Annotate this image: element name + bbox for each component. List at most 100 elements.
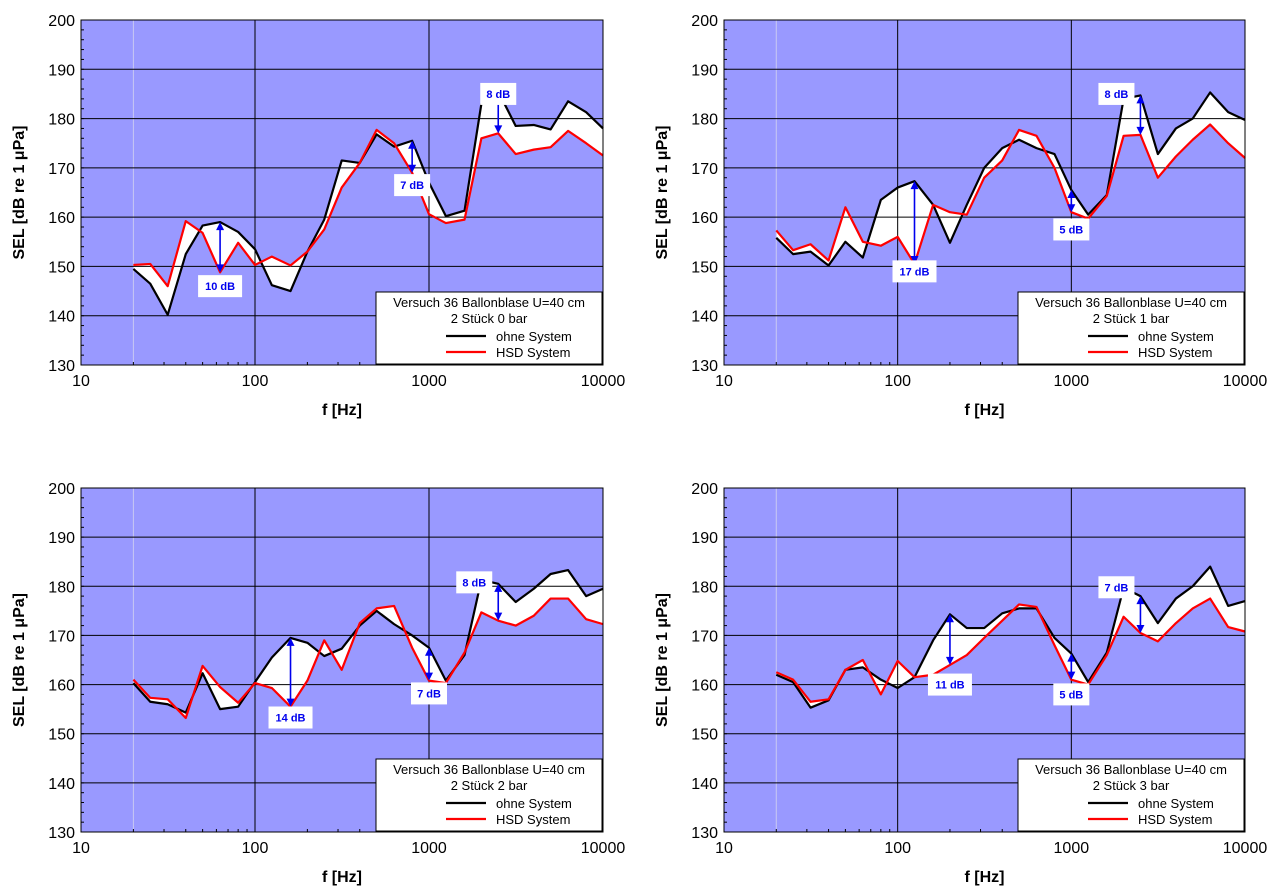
annotation-box <box>1053 218 1090 241</box>
y-tick-label: 190 <box>48 530 75 547</box>
x-tick-label: 10000 <box>581 373 626 390</box>
annotation-label: 17 dB <box>900 266 930 278</box>
annotation-label: 5 dB <box>1059 689 1083 701</box>
annotation-label: 7 dB <box>1105 582 1129 594</box>
annotation-label: 8 dB <box>1105 89 1129 101</box>
arrow-head-up <box>945 614 954 623</box>
x-tick-label: 100 <box>242 840 269 857</box>
series-line-hsd-system <box>775 597 1246 703</box>
arrow-head-up <box>1067 653 1076 662</box>
difference-arrow: 14 dB <box>268 637 313 729</box>
chart-panel-1: 130 140 150 160 170 180 190 200 10 100 1000 10000 f … <box>11 13 625 419</box>
annotation-label: 14 dB <box>276 712 306 724</box>
plot-frame <box>723 19 1246 366</box>
x-axis-label: f [Hz] <box>965 402 1005 419</box>
fill-between-area <box>133 570 603 718</box>
x-tick-label: 100 <box>884 373 911 390</box>
y-tick-label: 200 <box>691 481 718 498</box>
y-tick-label: 200 <box>48 481 75 498</box>
arrow-head-up <box>425 647 433 656</box>
y-tick-label: 180 <box>691 112 718 129</box>
y-tick-label: 190 <box>691 530 718 547</box>
x-tick-label: 100 <box>242 373 269 390</box>
arrow-head-up <box>1067 190 1076 199</box>
y-tick-label: 180 <box>691 579 718 596</box>
arrow-head-up <box>910 181 919 190</box>
legend-entry: HSD System <box>496 812 570 827</box>
legend-subtitle: 2 Stück 0 bar <box>451 311 528 326</box>
y-tick-label: 140 <box>691 309 718 326</box>
annotation-label: 8 dB <box>462 577 486 589</box>
legend-entry: ohne System <box>1138 329 1214 344</box>
x-tick-label: 10000 <box>1223 840 1268 857</box>
x-tick-label: 10 <box>72 840 90 857</box>
x-tick-label: 10 <box>72 373 90 390</box>
legend-entry: ohne System <box>1138 796 1214 811</box>
y-tick-label: 200 <box>691 13 718 30</box>
series-line-ohne-system <box>132 568 604 714</box>
y-tick-label: 160 <box>691 210 718 227</box>
legend-subtitle: 2 Stück 3 bar <box>1093 778 1170 793</box>
y-tick-label: 190 <box>48 62 75 79</box>
y-axis-label: SEL [dB re 1 μPa] <box>11 593 28 727</box>
legend-box <box>1017 291 1245 365</box>
arrow-head-down <box>1067 671 1076 680</box>
legend-entry: ohne System <box>496 329 572 344</box>
annotation-box <box>268 706 313 729</box>
y-tick-label: 160 <box>48 678 75 695</box>
arrow-head-up <box>286 637 295 646</box>
arrow-head-down <box>494 612 503 621</box>
legend-box <box>1017 758 1245 832</box>
difference-arrow: 7 dB <box>394 140 431 197</box>
chart-panel-3: 130 140 150 160 170 180 190 200 10 100 1000 10000 f … <box>11 481 625 886</box>
y-tick-label: 170 <box>48 628 75 645</box>
y-tick-label: 130 <box>48 825 75 842</box>
annotation-label: 10 dB <box>205 281 235 293</box>
annotation-box <box>198 275 243 298</box>
difference-arrow: 8 dB <box>480 82 517 134</box>
series-line-hsd-system <box>133 128 604 288</box>
fill-between-area <box>776 566 1245 708</box>
x-tick-label: 1000 <box>411 373 447 390</box>
difference-arrow: 11 dB <box>927 614 972 696</box>
arrow-head-up <box>1136 95 1145 104</box>
y-tick-label: 130 <box>691 358 718 375</box>
annotation-box <box>1098 82 1135 105</box>
y-tick-label: 180 <box>48 579 75 596</box>
arrow-head-down <box>1136 624 1145 633</box>
y-tick-label: 130 <box>48 358 75 375</box>
difference-arrow: 5 dB <box>1053 653 1090 706</box>
annotation-box <box>1053 683 1090 706</box>
annotation-box <box>456 571 493 594</box>
plot-frame <box>723 487 1246 833</box>
arrow-head-up <box>408 140 417 149</box>
y-tick-label: 130 <box>691 825 718 842</box>
annotation-box <box>927 673 972 696</box>
difference-arrow: 8 dB <box>1098 82 1145 135</box>
x-tick-label: 100 <box>884 840 911 857</box>
y-tick-label: 150 <box>691 727 718 744</box>
fill-between-area <box>776 92 1245 266</box>
plot-frame <box>80 487 604 833</box>
legend: Versuch 36 Ballonblase U=40 cm2 Stück 2 … <box>375 758 603 832</box>
annotation-label: 7 dB <box>400 180 424 192</box>
legend-entry: HSD System <box>1138 345 1212 360</box>
x-axis-label: f [Hz] <box>322 869 362 886</box>
arrow-head-down <box>286 698 295 707</box>
y-tick-label: 200 <box>48 13 75 30</box>
legend: Versuch 36 Ballonblase U=40 cm2 Stück 3 … <box>1017 758 1245 832</box>
series-line-ohne-system <box>775 565 1246 709</box>
annotation-box <box>411 682 447 705</box>
annotation-box <box>394 174 431 197</box>
x-tick-label: 10000 <box>581 840 626 857</box>
x-axis-label: f [Hz] <box>322 402 362 419</box>
x-tick-label: 1000 <box>411 840 447 857</box>
y-tick-label: 160 <box>48 210 75 227</box>
annotation-label: 5 dB <box>1059 224 1083 236</box>
difference-arrow: 7 dB <box>411 647 447 705</box>
arrow-head-up <box>494 583 503 592</box>
arrow-head-down <box>945 656 954 665</box>
y-axis-label: SEL [dB re 1 μPa] <box>11 126 28 260</box>
plot-frame <box>80 19 604 366</box>
arrow-head-down <box>408 164 417 173</box>
